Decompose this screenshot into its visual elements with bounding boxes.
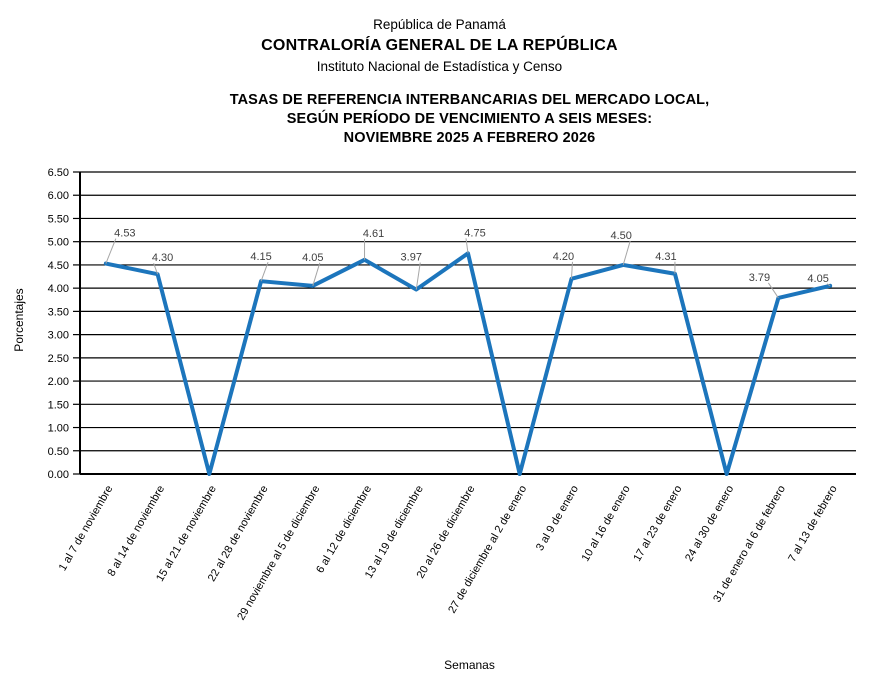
x-tick-label: 17 al 23 de enero [631,484,684,564]
label-leader-line [826,283,831,287]
data-label: 4.31 [655,251,676,263]
y-tick-label: 4.00 [48,283,69,295]
y-tick-label: 0.50 [48,446,69,458]
x-tick-label: 7 al 13 de febrero [786,484,840,565]
chart-title-line3: NOVIEMBRE 2025 A FEBRERO 2026 [343,130,596,146]
y-tick-label: 5.00 [48,237,69,249]
y-tick-label: 1.50 [48,399,69,411]
label-leader-line [105,238,117,264]
y-tick-label: 2.50 [48,353,69,365]
label-leader-line [260,262,269,282]
x-tick-label: 20 al 26 de diciembre [415,484,478,581]
institution-title: CONTRALORÍA GENERAL DE LA REPÚBLICA [261,37,618,54]
country-title: República de Panamá [373,17,506,32]
x-tick-label: 15 al 21 de noviembre [154,484,219,584]
institute-subtitle: Instituto Nacional de Estadística y Cens… [316,59,563,74]
x-tick-label: 13 al 19 de diciembre [363,484,426,581]
y-tick-label: 6.00 [48,190,69,202]
label-leader-line [622,240,631,266]
data-label: 4.30 [152,252,173,264]
y-tick-label: 1.00 [48,423,69,435]
y-tick-label: 3.00 [48,330,69,342]
chart-title-line1: TASAS DE REFERENCIA INTERBANCARIAS DEL M… [229,92,710,108]
label-leader-line [312,262,321,286]
data-label: 4.20 [553,251,574,263]
data-label: 3.79 [749,272,770,284]
y-tick-label: 5.50 [48,213,69,225]
x-tick-label: 3 al 9 de enero [534,484,581,554]
data-label: 4.53 [114,228,135,240]
data-label: 4.50 [610,230,631,242]
label-leader-line [570,261,573,279]
x-tick-label: 22 al 28 de noviembre [206,484,271,584]
chart-title: TASAS DE REFERENCIA INTERBANCARIAS DEL M… [60,91,879,148]
x-tick-label: 1 al 7 de noviembre [57,484,116,574]
label-leader-line [415,262,421,290]
y-tick-label: 0.00 [48,469,69,481]
data-label: 4.05 [302,252,323,264]
y-tick-label: 6.50 [48,167,69,179]
label-leader-line [465,238,469,254]
y-tick-label: 2.00 [48,376,69,388]
x-axis-title: Semanas [444,658,495,672]
chart-title-line2: SEGÚN PERÍODO DE VENCIMIENTO A SEIS MESE… [286,111,653,127]
x-tick-label: 8 al 14 de noviembre [105,484,167,579]
x-tick-label: 10 al 16 de enero [580,484,633,564]
data-label: 4.05 [807,273,828,285]
data-label: 4.15 [250,251,271,263]
y-tick-label: 3.50 [48,306,69,318]
report-header: República de Panamá CONTRALORÍA GENERAL … [0,14,879,77]
label-leader-line [153,263,159,275]
rate-line-series [103,251,833,476]
y-tick-label: 4.50 [48,260,69,272]
data-label: 3.97 [401,252,422,264]
data-label: 4.61 [363,228,384,240]
x-tick-label: 24 al 30 de enero [683,484,736,564]
x-tick-label: 6 al 12 de diciembre [314,484,374,576]
data-label: 4.75 [464,227,485,239]
label-leader-line [767,282,779,299]
